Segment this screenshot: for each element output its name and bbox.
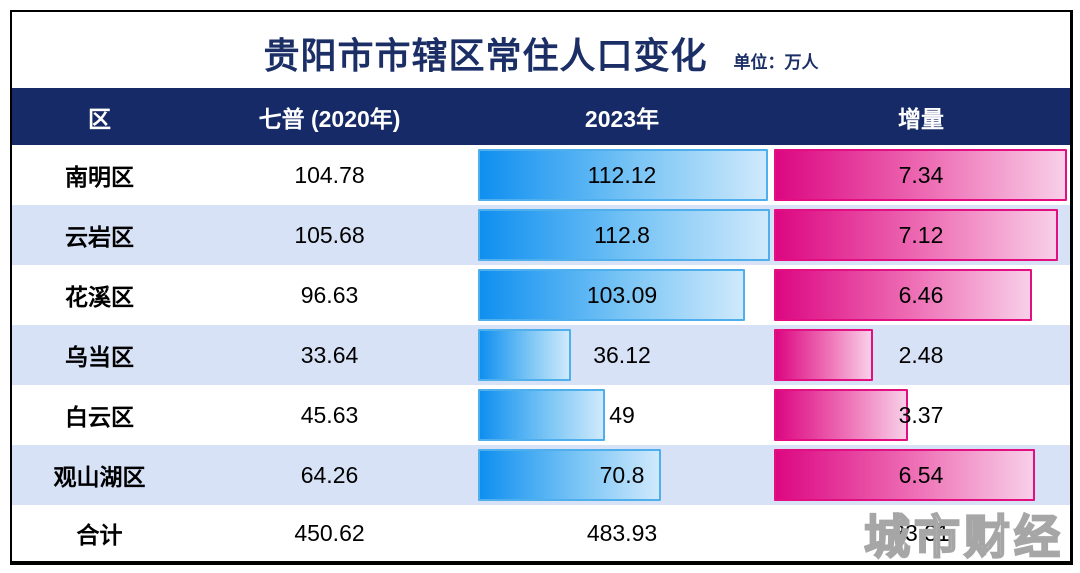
bar-cell-increase: 6.54 (772, 445, 1070, 505)
total-census2020: 450.62 (294, 519, 365, 546)
bar-increase-label: 7.34 (898, 161, 944, 188)
bar-increase-label: 6.54 (898, 461, 944, 488)
table-total-row: 合计 450.62 483.93 33.31 (12, 505, 1070, 561)
bar-increase (774, 449, 1036, 501)
census2020-value: 105.68 (294, 221, 365, 248)
bar-cell-increase: 2.48 (772, 325, 1070, 385)
table-header-row: 区 七普 (2020年) 2023年 增量 (12, 88, 1070, 145)
population-table-frame: 贵阳市市辖区常住人口变化 单位：万人 区 七普 (2020年) 2023年 增量… (10, 10, 1073, 565)
bar-cell-increase: 7.34 (772, 145, 1070, 205)
bar-2023-label: 49 (609, 401, 635, 428)
unit-label: 单位：万人 (733, 53, 819, 72)
bar-cell-2023: 112.12 (472, 145, 772, 205)
table-row: 乌当区 33.64 36.12 2.48 (12, 325, 1070, 385)
bar-cell-2023: 49 (472, 385, 772, 445)
bar-cell-2023: 36.12 (472, 325, 772, 385)
census2020-value: 96.63 (300, 281, 359, 308)
bar-increase-label: 6.46 (898, 281, 944, 308)
district-name: 观山湖区 (53, 464, 146, 490)
district-name: 白云区 (65, 404, 134, 430)
bar-2023 (478, 329, 572, 381)
header-district: 区 (88, 105, 111, 132)
bar-cell-2023: 103.09 (472, 265, 772, 325)
bar-2023-label: 112.8 (594, 221, 650, 248)
page-title: 贵阳市市辖区常住人口变化 (263, 35, 708, 76)
total-label: 合计 (76, 522, 123, 548)
district-name: 乌当区 (65, 344, 134, 370)
bar-2023 (478, 269, 745, 321)
header-increase: 增量 (898, 105, 944, 132)
bar-increase-label: 3.37 (898, 401, 944, 428)
bar-2023-label: 103.09 (586, 281, 658, 308)
table-row: 观山湖区 64.26 70.8 6.54 (12, 445, 1070, 505)
total-increase: 33.31 (892, 519, 950, 546)
district-name: 云岩区 (65, 224, 134, 250)
census2020-value: 104.78 (294, 161, 365, 188)
bar-2023-label: 70.8 (599, 461, 645, 488)
census2020-value: 64.26 (300, 461, 359, 488)
header-census2020: 七普 (2020年) (258, 105, 401, 132)
title-bar: 贵阳市市辖区常住人口变化 单位：万人 (12, 12, 1070, 88)
bar-2023-label: 112.12 (587, 161, 657, 188)
table-row: 南明区 104.78 112.12 7.34 (12, 145, 1070, 205)
district-name: 花溪区 (65, 284, 134, 310)
bar-2023 (478, 149, 769, 201)
total-2023: 483.93 (586, 519, 658, 546)
bar-increase-label: 7.12 (898, 221, 944, 248)
table-row: 花溪区 96.63 103.09 6.46 (12, 265, 1070, 325)
bar-2023 (478, 449, 662, 501)
bar-increase (774, 209, 1059, 261)
bar-cell-2023: 70.8 (472, 445, 772, 505)
table-row: 云岩区 105.68 112.8 7.12 (12, 205, 1070, 265)
census2020-value: 33.64 (300, 341, 359, 368)
bar-2023 (478, 209, 770, 261)
bar-increase (774, 269, 1032, 321)
bar-cell-increase: 3.37 (772, 385, 1070, 445)
header-2023: 2023年 (584, 105, 660, 132)
bar-2023-label: 36.12 (593, 341, 651, 368)
bar-increase (774, 329, 873, 381)
bar-2023 (478, 389, 605, 441)
bar-increase (774, 389, 909, 441)
bar-increase-label: 2.48 (898, 341, 944, 368)
census2020-value: 45.63 (300, 401, 359, 428)
bar-increase (774, 149, 1067, 201)
bar-cell-2023: 112.8 (472, 205, 772, 265)
table-row: 白云区 45.63 49 3.37 (12, 385, 1070, 445)
district-name: 南明区 (65, 164, 134, 190)
bar-cell-increase: 7.12 (772, 205, 1070, 265)
bar-cell-increase: 6.46 (772, 265, 1070, 325)
